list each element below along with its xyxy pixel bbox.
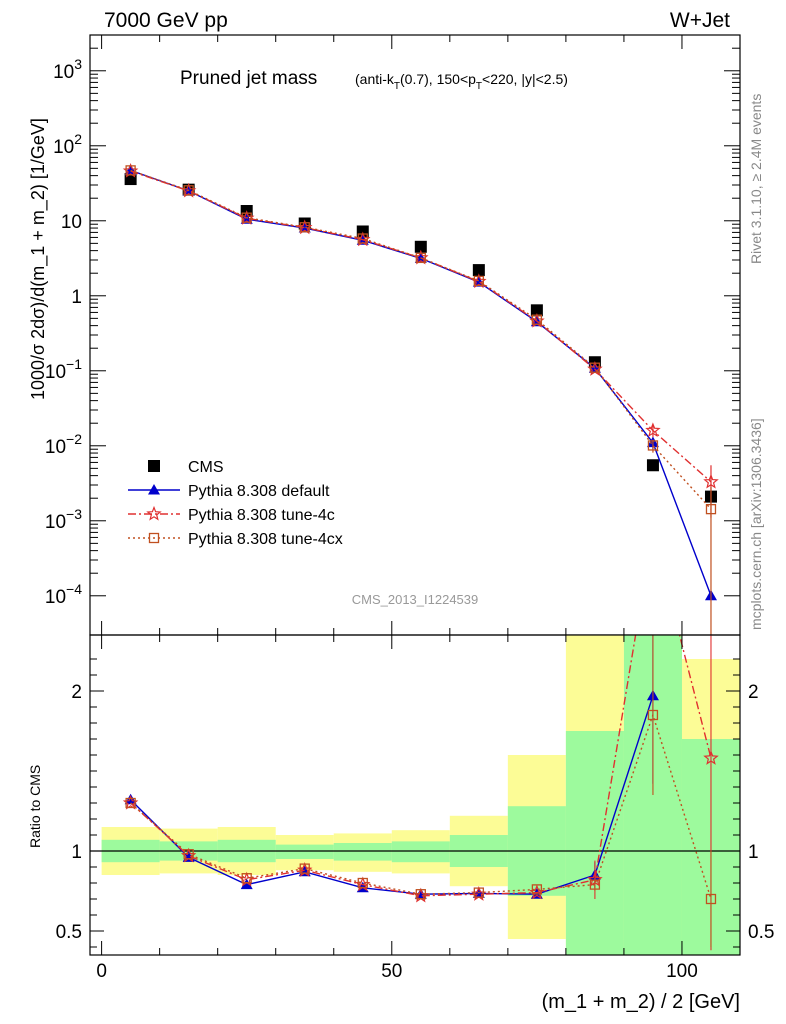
ratio-series-open-square — [125, 635, 717, 947]
main-data-point — [241, 212, 252, 223]
legend-label: Pythia 8.308 tune-4cx — [188, 531, 343, 548]
main-data-point — [703, 473, 719, 489]
ratio-data-point — [241, 873, 252, 884]
main-data-point — [647, 440, 659, 451]
legend-marker — [148, 532, 160, 544]
main-y-tick-label: 10 — [61, 212, 82, 233]
ratio-data-point — [240, 878, 253, 890]
main-data-point — [473, 275, 484, 287]
analysis-id: CMS_2013_I1224539 — [352, 592, 479, 607]
x-axis-label: (m_1 + m_2) / 2 [GeV] — [542, 991, 740, 1013]
ratio-data-point — [183, 849, 194, 860]
ratio-band-inner — [565, 731, 624, 955]
legend-marker — [146, 505, 162, 521]
ratio-data-point — [299, 863, 310, 874]
main-data-point — [645, 422, 661, 438]
ratio-data-point — [125, 797, 136, 809]
ratio-y-axis-label: Ratio to CMS — [27, 765, 43, 848]
x-tick-label: 100 — [666, 961, 698, 982]
main-title: Pruned jet mass — [180, 68, 317, 89]
ratio-y-tick-label-right: 1 — [748, 842, 759, 863]
ratio-plot-frame — [89, 634, 741, 956]
main-title-sub: (anti-kT(0.7), 150<pT<220, |y|<2.5) — [355, 71, 568, 92]
ratio-band-inner — [275, 844, 334, 859]
mcplots-label: mcplots.cern.ch [arXiv:1306.3436] — [748, 418, 764, 630]
ratio-band-inner — [333, 843, 392, 861]
x-tick-label: 0 — [96, 961, 107, 982]
main-data-point — [183, 185, 194, 196]
legend: CMS Pythia 8.308 default Pythia 8.308 tune… — [128, 459, 343, 548]
ratio-uncertainty-bands — [90, 635, 740, 955]
ratio-data-point — [473, 887, 484, 898]
ratio-data-point — [703, 750, 719, 765]
main-y-tick-label: 10−2 — [45, 431, 82, 458]
main-data-point — [414, 240, 427, 253]
main-data-point — [415, 252, 426, 264]
ratio-data-point — [647, 525, 659, 537]
main-series-open-square — [125, 165, 717, 635]
main-data-point — [472, 264, 485, 277]
main-series-line — [130, 170, 712, 483]
main-data-point — [299, 222, 310, 233]
ratio-y-tick-label: 2 — [71, 682, 82, 703]
main-y-tick-label: 102 — [53, 131, 82, 158]
ratio-y-tick-label-right: 0.5 — [748, 922, 774, 943]
main-y-axis-label: 1000/σ 2dσ)/d(m_1 + m_2) [1/GeV] — [28, 118, 49, 400]
main-data-point — [589, 362, 601, 373]
ratio-series-line — [130, 695, 654, 895]
ratio-data-point — [357, 877, 368, 889]
main-series-square — [124, 173, 717, 503]
main-data-point — [646, 459, 659, 472]
main-data-point — [357, 233, 368, 244]
main-y-tick-label: 103 — [53, 56, 82, 83]
main-data-point — [530, 304, 543, 317]
legend-marker — [148, 484, 160, 495]
ratio-y-tick-label: 0.5 — [56, 922, 82, 943]
ratio-data-point — [415, 889, 426, 900]
header-right: W+Jet — [670, 9, 730, 32]
main-data-point — [125, 165, 136, 176]
ratio-data-point — [589, 879, 601, 890]
ratio-y-tick-label-right: 2 — [748, 682, 759, 703]
ratio-data-point — [647, 709, 659, 721]
ratio-data-point — [705, 893, 717, 905]
main-y-tick-label: 1 — [71, 287, 82, 308]
rivet-label: Rivet 3.1.10, ≥ 2.4M events — [748, 94, 764, 264]
ratio-y-ticks: 0.5 0.5 1 1 2 2 — [56, 658, 774, 948]
ratio-series-line — [130, 635, 712, 897]
legend-label: Pythia 8.308 tune-4c — [188, 507, 335, 524]
main-data-point — [531, 314, 543, 325]
main-data-point — [705, 503, 717, 515]
ratio-band-inner — [391, 841, 450, 863]
ratio-data-point — [531, 884, 543, 895]
main-y-tick-label: 10−4 — [45, 581, 82, 608]
legend-label: CMS — [188, 459, 224, 476]
x-axis-ticks: 0 50 100 — [96, 635, 741, 982]
ratio-series-group — [122, 525, 719, 951]
ratio-y-tick-label: 1 — [71, 842, 82, 863]
main-y-tick-label: 10−1 — [45, 356, 82, 383]
main-series-group — [122, 162, 719, 635]
ratio-plot-panel: 0.5 0.5 1 1 2 2 Ratio to CMS 0 50 100 (m_1 + m_… — [27, 525, 774, 1013]
legend-marker — [148, 460, 160, 472]
legend-label: Pythia 8.308 default — [188, 483, 330, 500]
header-left: 7000 GeV pp — [104, 9, 228, 32]
x-tick-label: 50 — [381, 961, 402, 982]
main-y-tick-label: 10−3 — [45, 506, 82, 533]
